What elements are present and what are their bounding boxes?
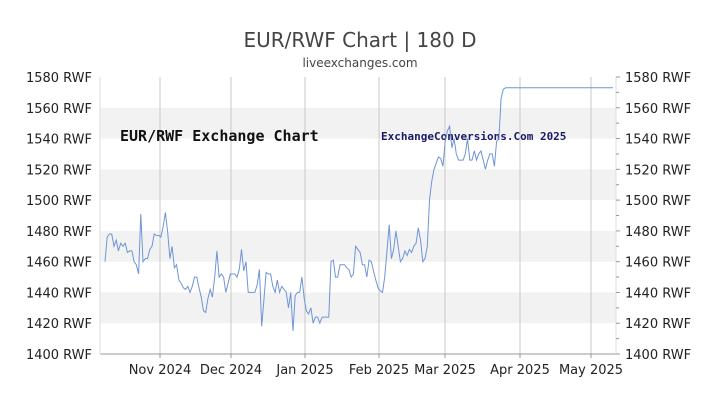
y-tick-label-right: 1520 RWF xyxy=(625,163,691,178)
x-axis-ticks: Nov 2024 Dec 2024 Jan 2025 Feb 2025 Mar 2025… xyxy=(129,354,623,378)
grid-band xyxy=(100,169,616,201)
y-tick-label-right: 1420 RWF xyxy=(625,317,691,332)
x-tick-label: Feb 2025 xyxy=(349,363,409,378)
y-tick-label-right: 1480 RWF xyxy=(625,225,691,240)
y-tick-label-left: 1420 RWF xyxy=(26,317,92,332)
y-tick-label-right: 1440 RWF xyxy=(625,286,691,301)
chart-subtitle: liveexchanges.com xyxy=(302,56,417,70)
y-tick-label-left: 1480 RWF xyxy=(26,225,92,240)
y-tick-label-right: 1460 RWF xyxy=(625,256,691,271)
y-tick-label-left: 1540 RWF xyxy=(26,133,92,148)
vertical-gridlines xyxy=(159,77,592,354)
y-tick-label-left: 1400 RWF xyxy=(26,348,92,363)
y-tick-label-right: 1500 RWF xyxy=(625,194,691,209)
series-line xyxy=(104,87,613,331)
grid-bands xyxy=(100,107,616,324)
y-tick-label-right: 1400 RWF xyxy=(625,348,691,363)
chart-watermark-left: EUR/RWF Exchange Chart xyxy=(120,127,319,145)
y-tick-label-right: 1540 RWF xyxy=(625,133,691,148)
y-tick-label-left: 1560 RWF xyxy=(26,102,92,117)
y-axis-right-ticks: 1400 RWF 1420 RWF 1440 RWF 1460 RWF 1480 RWF… xyxy=(616,71,691,363)
y-tick-label-right: 1560 RWF xyxy=(625,102,691,117)
x-tick-label: Nov 2024 xyxy=(129,363,192,378)
grid-band xyxy=(100,292,616,324)
chart-watermark-right: ExchangeConversions.Com 2025 xyxy=(381,130,566,143)
x-tick-label: Jan 2025 xyxy=(275,363,333,378)
grid-band xyxy=(100,107,616,139)
x-tick-label: May 2025 xyxy=(559,363,623,378)
x-tick-label: Dec 2024 xyxy=(200,363,262,378)
y-tick-label-left: 1580 RWF xyxy=(26,71,92,86)
y-tick-label-left: 1500 RWF xyxy=(26,194,92,209)
y-tick-label-left: 1440 RWF xyxy=(26,286,92,301)
grid-band xyxy=(100,230,616,262)
x-tick-label: Mar 2025 xyxy=(414,363,476,378)
x-tick-label: Apr 2025 xyxy=(490,363,550,378)
y-tick-label-left: 1460 RWF xyxy=(26,256,92,271)
y-tick-label-right: 1580 RWF xyxy=(625,71,691,86)
y-axis-left-ticks: 1400 RWF 1420 RWF 1440 RWF 1460 RWF 1480 RWF… xyxy=(26,71,92,363)
chart-title: EUR/RWF Chart | 180 D xyxy=(244,28,477,52)
y-tick-label-left: 1520 RWF xyxy=(26,163,92,178)
